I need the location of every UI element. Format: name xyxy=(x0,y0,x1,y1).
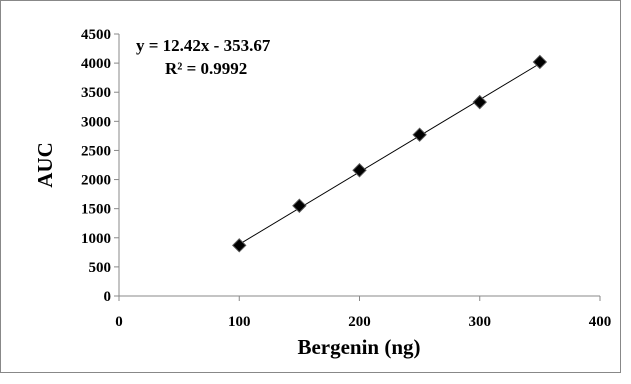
data-point xyxy=(292,198,307,213)
trendline-r-squared: R² = 0.9992 xyxy=(165,59,247,78)
data-point xyxy=(472,94,487,110)
chart-border xyxy=(0,0,621,373)
data-point xyxy=(352,163,367,178)
data-point xyxy=(532,54,548,70)
y-tick-label: 1000 xyxy=(81,231,111,247)
x-tick-label: 0 xyxy=(115,314,123,330)
y-tick-label: 3000 xyxy=(81,114,111,130)
x-tick-label: 100 xyxy=(228,314,251,330)
data-point xyxy=(232,238,247,253)
axis-ticks xyxy=(114,33,601,301)
y-tick-label: 4000 xyxy=(81,56,111,72)
data-point xyxy=(412,127,427,142)
x-tick-label: 300 xyxy=(469,314,492,330)
x-axis-title: Bergenin (ng) xyxy=(297,335,420,359)
y-tick-label: 1500 xyxy=(81,202,111,218)
x-tick-label: 400 xyxy=(589,314,612,330)
y-axis-title: AUC xyxy=(33,142,57,188)
tick-labels: 0 500 1000 1500 2000 2500 3000 3500 4000 4500 0 100… xyxy=(81,27,611,330)
trendline xyxy=(238,63,541,245)
data-points xyxy=(232,54,548,253)
y-tick-label: 3500 xyxy=(81,85,111,101)
y-tick-label: 500 xyxy=(89,260,112,276)
trendline-equation: y = 12.42x - 353.67 xyxy=(136,36,271,55)
x-tick-label: 200 xyxy=(348,314,371,330)
y-tick-label: 2500 xyxy=(81,143,111,159)
y-tick-label: 4500 xyxy=(81,27,111,43)
y-tick-label: 2000 xyxy=(81,173,111,189)
y-tick-label: 0 xyxy=(104,289,112,305)
